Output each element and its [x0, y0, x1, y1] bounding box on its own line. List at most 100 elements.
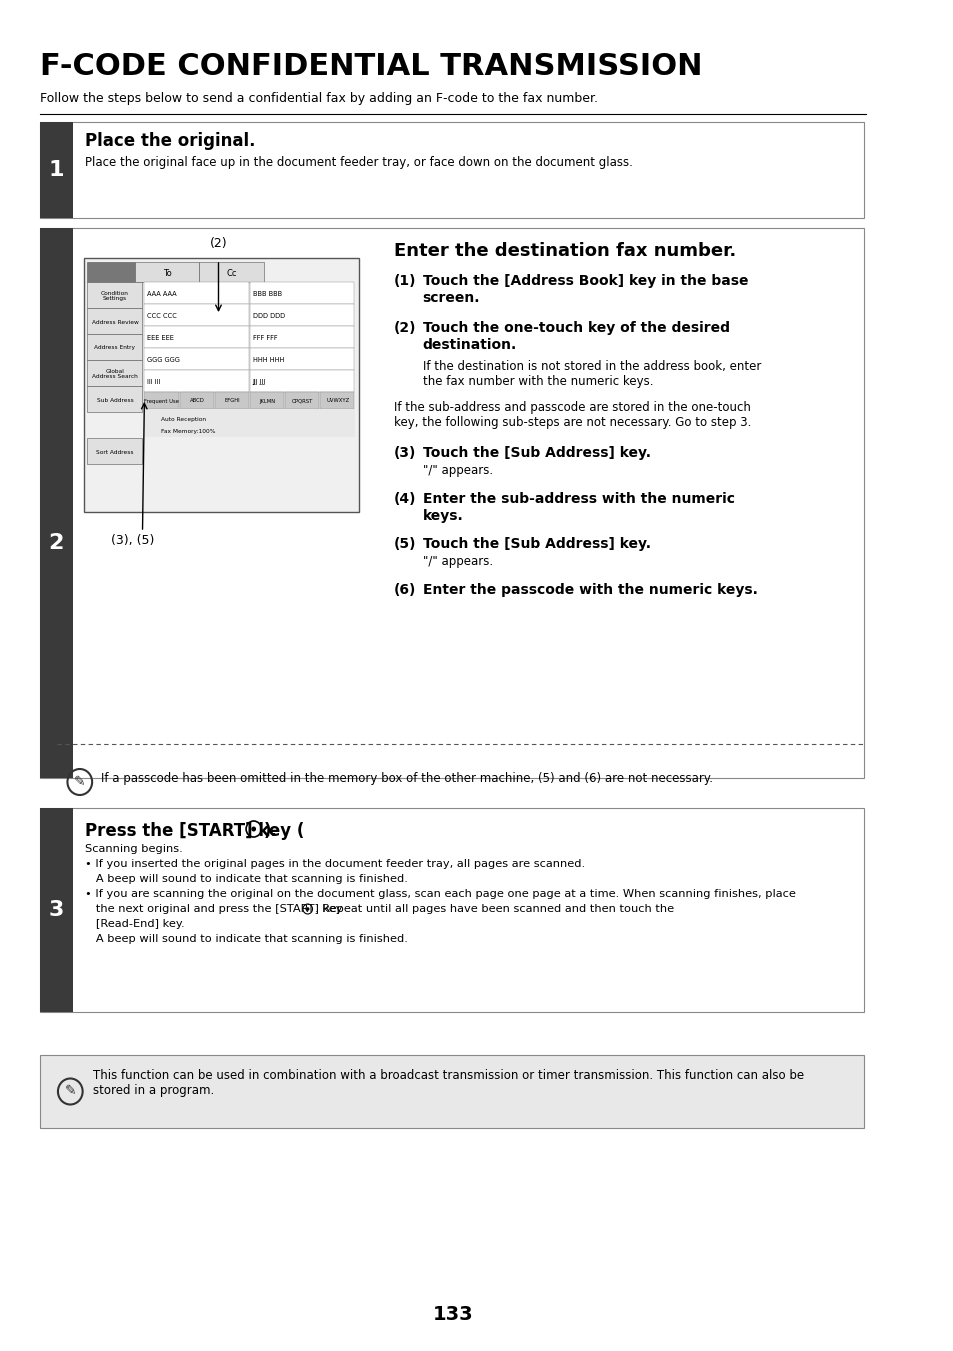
Bar	[250, 392, 284, 409]
Text: DDD DDD: DDD DDD	[253, 313, 285, 319]
Bar	[320, 392, 354, 409]
Bar	[250, 370, 354, 392]
Bar	[88, 438, 142, 463]
Text: HHH HHH: HHH HHH	[253, 357, 284, 363]
Bar	[88, 334, 142, 359]
Text: key, the following sub-steps are not necessary. Go to step 3.: key, the following sub-steps are not nec…	[394, 416, 751, 430]
Text: UVWXYZ: UVWXYZ	[326, 399, 349, 404]
Text: Place the original.: Place the original.	[86, 132, 255, 150]
Text: Follow the steps below to send a confidential fax by adding an F-code to the fax: Follow the steps below to send a confide…	[40, 92, 598, 105]
Text: 133: 133	[433, 1305, 473, 1324]
Text: . Repeat until all pages have been scanned and then touch the: . Repeat until all pages have been scann…	[315, 904, 674, 915]
Bar	[40, 1055, 863, 1128]
Text: Touch the [Sub Address] key.: Touch the [Sub Address] key.	[422, 536, 650, 551]
Text: Auto Reception: Auto Reception	[161, 417, 206, 423]
Text: Address Review: Address Review	[91, 319, 138, 324]
Bar	[285, 392, 319, 409]
Text: the next original and press the [START] key: the next original and press the [START] …	[86, 904, 346, 915]
Text: OPQRST: OPQRST	[292, 399, 313, 404]
Text: GGG GGG: GGG GGG	[147, 357, 180, 363]
Text: Frequent Use: Frequent Use	[144, 399, 179, 404]
Bar	[179, 392, 213, 409]
Text: 1: 1	[49, 159, 64, 180]
Text: EEE EEE: EEE EEE	[147, 335, 174, 340]
Text: Address Entry: Address Entry	[94, 346, 135, 350]
Bar	[144, 392, 178, 409]
Text: the fax number with the numeric keys.: the fax number with the numeric keys.	[422, 376, 653, 388]
Bar	[40, 122, 863, 218]
Text: screen.: screen.	[422, 290, 479, 305]
Text: A beep will sound to indicate that scanning is finished.: A beep will sound to indicate that scann…	[86, 934, 408, 944]
Bar	[88, 386, 142, 412]
Text: Sort Address: Sort Address	[96, 450, 133, 454]
Bar	[88, 308, 142, 334]
Text: Touch the [Sub Address] key.: Touch the [Sub Address] key.	[422, 446, 650, 459]
Text: (1): (1)	[394, 274, 416, 288]
Bar	[40, 808, 73, 1012]
Bar	[199, 262, 264, 282]
Text: FFF FFF: FFF FFF	[253, 335, 277, 340]
Bar	[144, 326, 249, 349]
Bar	[250, 282, 354, 304]
Text: 3: 3	[49, 900, 64, 920]
Text: Fax Memory:100%: Fax Memory:100%	[161, 428, 215, 434]
Bar	[144, 282, 249, 304]
Text: Global
Address Search: Global Address Search	[92, 369, 137, 380]
Bar	[88, 282, 142, 308]
Bar	[134, 262, 199, 282]
Text: Touch the [Address Book] key in the base: Touch the [Address Book] key in the base	[422, 274, 747, 288]
Text: (4): (4)	[394, 492, 416, 507]
Text: • If you inserted the original pages in the document feeder tray, all pages are : • If you inserted the original pages in …	[86, 859, 585, 869]
Text: Press the [START] key (: Press the [START] key (	[86, 821, 305, 840]
Bar	[214, 392, 249, 409]
Bar	[144, 409, 355, 436]
Bar	[144, 349, 249, 370]
Text: • If you are scanning the original on the document glass, scan each page one pag: • If you are scanning the original on th…	[86, 889, 796, 898]
Text: AAA AAA: AAA AAA	[147, 290, 176, 297]
Text: ✎: ✎	[74, 775, 86, 789]
Text: (3), (5): (3), (5)	[112, 534, 154, 547]
Bar	[144, 304, 249, 326]
Circle shape	[306, 908, 309, 911]
Text: [Read-End] key.: [Read-End] key.	[86, 919, 185, 929]
Text: If the destination is not stored in the address book, enter: If the destination is not stored in the …	[422, 359, 760, 373]
Bar	[88, 262, 134, 282]
Bar	[250, 304, 354, 326]
Text: 2: 2	[49, 534, 64, 553]
Text: destination.: destination.	[422, 338, 517, 353]
Bar	[250, 349, 354, 370]
Bar	[144, 370, 249, 392]
Text: ABCD: ABCD	[190, 399, 204, 404]
Text: Enter the destination fax number.: Enter the destination fax number.	[394, 242, 736, 259]
Text: III III: III III	[147, 380, 160, 385]
Text: CCC CCC: CCC CCC	[147, 313, 177, 319]
Text: If the sub-address and passcode are stored in the one-touch: If the sub-address and passcode are stor…	[394, 401, 750, 413]
Text: If a passcode has been omitted in the memory box of the other machine, (5) and (: If a passcode has been omitted in the me…	[101, 771, 712, 785]
Bar	[40, 808, 863, 1012]
Text: "/" appears.: "/" appears.	[422, 463, 493, 477]
Text: A beep will sound to indicate that scanning is finished.: A beep will sound to indicate that scann…	[86, 874, 408, 884]
Bar	[84, 258, 358, 512]
Bar	[40, 228, 73, 778]
Text: EFGHI: EFGHI	[224, 399, 240, 404]
Bar	[40, 122, 73, 218]
Bar	[40, 228, 863, 778]
Text: This function can be used in combination with a broadcast transmission or timer : This function can be used in combination…	[93, 1069, 803, 1097]
Text: Sub Address: Sub Address	[96, 397, 133, 403]
Text: Place the original face up in the document feeder tray, or face down on the docu: Place the original face up in the docume…	[86, 155, 633, 169]
Circle shape	[251, 827, 255, 831]
Bar	[250, 326, 354, 349]
Text: (6): (6)	[394, 584, 416, 597]
Text: ✎: ✎	[65, 1085, 76, 1098]
Text: Touch the one-touch key of the desired: Touch the one-touch key of the desired	[422, 322, 729, 335]
Text: BBB BBB: BBB BBB	[253, 290, 281, 297]
Text: Scanning begins.: Scanning begins.	[86, 844, 183, 854]
Text: (3): (3)	[394, 446, 416, 459]
Bar	[88, 359, 142, 386]
Text: JKLMN: JKLMN	[259, 399, 275, 404]
Text: Enter the sub-address with the numeric: Enter the sub-address with the numeric	[422, 492, 734, 507]
Text: ).: ).	[264, 821, 277, 840]
Text: (2): (2)	[394, 322, 416, 335]
Text: Enter the passcode with the numeric keys.: Enter the passcode with the numeric keys…	[422, 584, 757, 597]
Text: Condition
Settings: Condition Settings	[101, 290, 129, 301]
